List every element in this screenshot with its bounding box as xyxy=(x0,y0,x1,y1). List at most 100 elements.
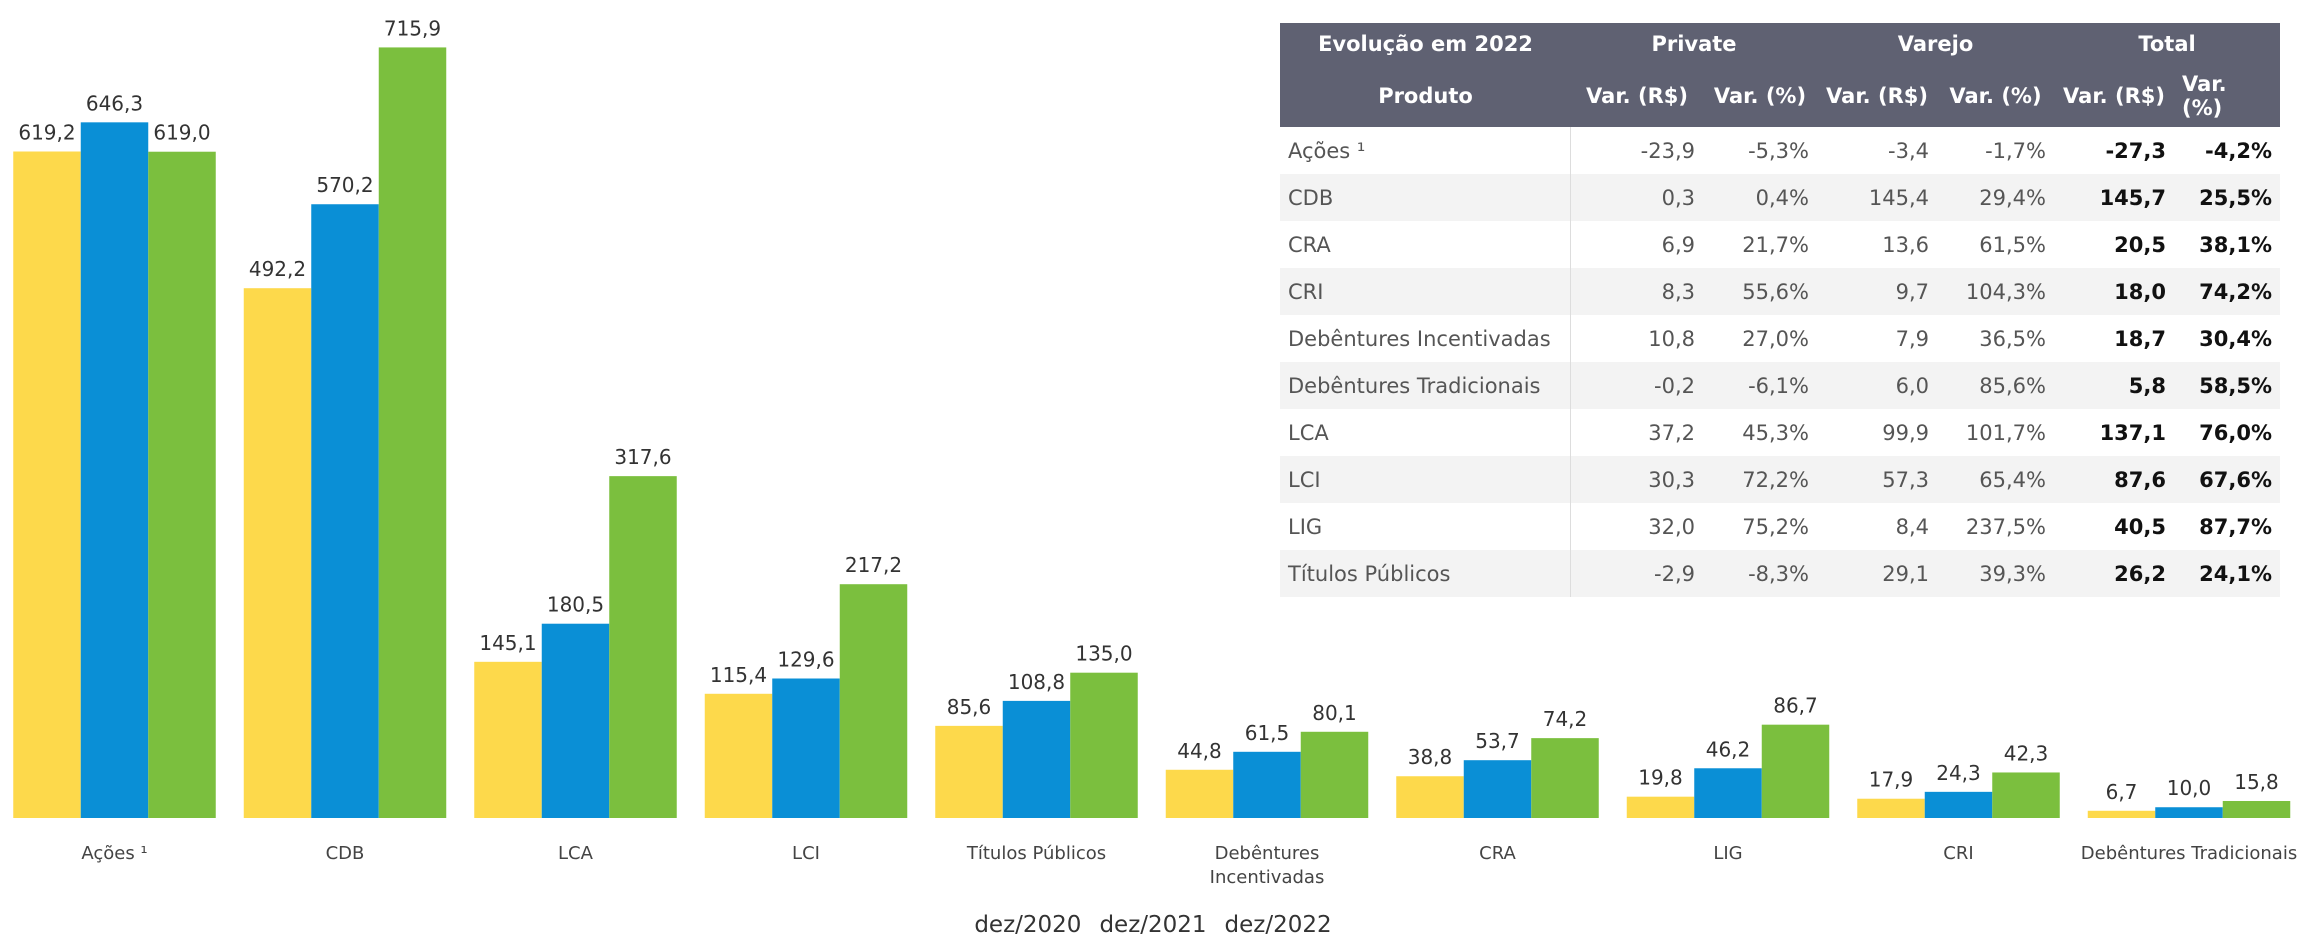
value-label: 61,5 xyxy=(1245,721,1290,745)
value-label: 715,9 xyxy=(384,16,441,40)
table-cell: 6,0 xyxy=(1895,373,1929,398)
table-cell: -3,4 xyxy=(1888,138,1929,163)
value-label: 80,1 xyxy=(1312,701,1357,725)
x-tick-label: LCI xyxy=(792,843,820,864)
table-cell: -4,2% xyxy=(2205,138,2272,163)
x-tick-label: CRA xyxy=(1479,843,1516,864)
table-cell: -23,9 xyxy=(1640,138,1695,163)
value-label: 85,6 xyxy=(947,695,992,719)
table-cell: 6,9 xyxy=(1661,232,1695,257)
value-label: 6,7 xyxy=(2106,780,2138,804)
bar xyxy=(1233,751,1301,818)
value-label: 86,7 xyxy=(1773,694,1818,718)
table-cell: 74,2% xyxy=(2199,279,2272,304)
value-label: 619,0 xyxy=(153,121,210,145)
bar xyxy=(1463,760,1532,818)
bar xyxy=(378,47,447,818)
bar xyxy=(1002,700,1071,818)
x-tick-label: CDB xyxy=(325,843,365,864)
table-cell: 137,1 xyxy=(2099,420,2166,445)
bar xyxy=(935,725,1003,818)
table-row: Ações ¹ -23,9 -5,3% -3,4 -1,7% -27,3 -4,2% xyxy=(1280,127,2280,174)
legend: dez/2020 dez/2021 dez/2022 xyxy=(0,912,2302,938)
value-label: 10,0 xyxy=(2167,776,2212,800)
table-row: CRI 8,3 55,6% 9,7 104,3% 18,0 74,2% xyxy=(1280,268,2280,315)
table-cell: 26,2 xyxy=(2114,561,2166,586)
value-label: 180,5 xyxy=(547,593,604,617)
bar xyxy=(2222,800,2291,818)
bar xyxy=(1626,796,1695,818)
table-cell: 25,5% xyxy=(2199,185,2272,210)
value-label: 135,0 xyxy=(1075,642,1132,666)
header-cell: Private xyxy=(1571,23,1817,65)
legend-label: dez/2021 xyxy=(1099,912,1207,938)
bar xyxy=(541,623,610,818)
table-cell: 76,0% xyxy=(2199,420,2272,445)
table-cell: 65,4% xyxy=(1979,467,2046,492)
table-cell: 20,5 xyxy=(2114,232,2166,257)
table-cell: 0,3 xyxy=(1661,185,1695,210)
bar xyxy=(1924,791,1993,818)
subheader-cell: Var. (R$) xyxy=(1817,65,1937,127)
subheader-row: Produto Var. (R$) Var. (%) Var. (R$) Var. (%… xyxy=(1280,65,2280,127)
bar xyxy=(474,661,542,818)
value-label: 44,8 xyxy=(1177,739,1222,763)
table-cell: -5,3% xyxy=(1748,138,1809,163)
table-cell: Debêntures Incentivadas xyxy=(1280,315,1571,362)
table-cell: Títulos Públicos xyxy=(1280,550,1571,597)
table-cell: 29,1 xyxy=(1882,561,1929,586)
table-cell: CRI xyxy=(1280,268,1571,315)
bar xyxy=(148,151,216,818)
table-cell: 87,6 xyxy=(2114,467,2166,492)
table-row: LIG 32,0 75,2% 8,4 237,5% 40,5 87,7% xyxy=(1280,503,2280,550)
bar xyxy=(609,476,677,818)
bar xyxy=(772,678,840,818)
value-label: 217,2 xyxy=(845,553,902,577)
table-row: CDB 0,3 0,4% 145,4 29,4% 145,7 25,5% xyxy=(1280,174,2280,221)
table-cell: 30,3 xyxy=(1648,467,1695,492)
value-label: 74,2 xyxy=(1543,707,1588,731)
value-label: 24,3 xyxy=(1936,761,1981,785)
table-cell: 9,7 xyxy=(1895,279,1929,304)
x-tick-label: CRI xyxy=(1943,843,1974,864)
table-cell: Debêntures Tradicionais xyxy=(1280,362,1571,409)
table-cell: 8,4 xyxy=(1895,514,1929,539)
value-label: 19,8 xyxy=(1638,766,1683,790)
bar xyxy=(1300,731,1369,818)
subheader-cell: Var. (R$) xyxy=(1571,65,1703,127)
table-cell: 10,8 xyxy=(1648,326,1695,351)
table-cell: 99,9 xyxy=(1882,420,1929,445)
table-cell: LCA xyxy=(1280,409,1571,456)
table-row: Debêntures Tradicionais -0,2 -6,1% 6,0 85,6%… xyxy=(1280,362,2280,409)
subheader-cell: Produto xyxy=(1280,65,1571,127)
table-cell: 72,2% xyxy=(1742,467,1809,492)
table-cell: 67,6% xyxy=(2199,467,2272,492)
table-cell: LIG xyxy=(1280,503,1571,550)
table-cell: 45,3% xyxy=(1742,420,1809,445)
table-cell: 40,5 xyxy=(2114,514,2166,539)
table-cell: 85,6% xyxy=(1979,373,2046,398)
value-label: 145,1 xyxy=(479,631,536,655)
table-cell: 29,4% xyxy=(1979,185,2046,210)
x-tick-label: Títulos Públicos xyxy=(966,843,1107,864)
bar xyxy=(1992,772,2060,818)
value-label: 53,7 xyxy=(1475,729,1520,753)
value-label: 46,2 xyxy=(1706,737,1751,761)
legend-label: dez/2022 xyxy=(1224,912,1332,938)
bar xyxy=(1694,768,1762,818)
x-tick-label: LCA xyxy=(558,843,593,864)
value-label: 115,4 xyxy=(710,663,767,687)
table-row: CRA 6,9 21,7% 13,6 61,5% 20,5 38,1% xyxy=(1280,221,2280,268)
bar xyxy=(2087,810,2156,818)
x-tick-label: LIG xyxy=(1713,843,1743,864)
table-cell: 27,0% xyxy=(1742,326,1809,351)
table-cell: 55,6% xyxy=(1742,279,1809,304)
table-cell: -1,7% xyxy=(1985,138,2046,163)
table-row: LCI 30,3 72,2% 57,3 65,4% 87,6 67,6% xyxy=(1280,456,2280,503)
bar xyxy=(1531,738,1599,818)
subheader-cell: Var. (%) xyxy=(2174,65,2280,127)
x-tick-label: Ações ¹ xyxy=(81,843,148,864)
table-row: LCA 37,2 45,3% 99,9 101,7% 137,1 76,0% xyxy=(1280,409,2280,456)
